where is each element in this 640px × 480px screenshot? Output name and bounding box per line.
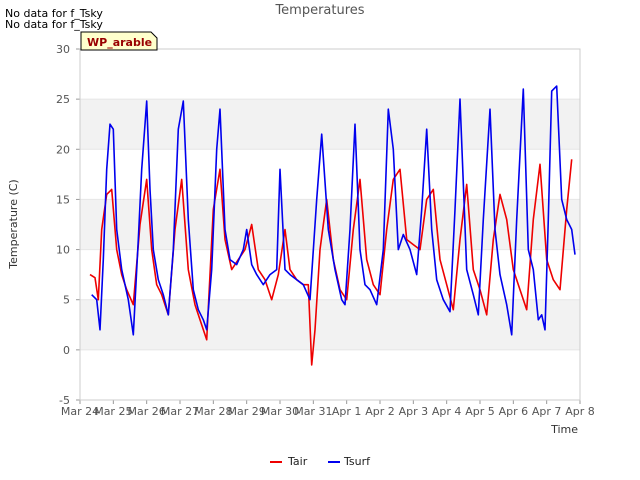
x-tick-label: Apr 1 (332, 405, 362, 418)
y-tick-label: 20 (56, 143, 70, 156)
y-tick-label: 5 (63, 294, 70, 307)
no-data-note-1: No data for f_Tsky (5, 7, 103, 20)
chart-title: Temperatures (274, 3, 364, 18)
series-lines (89, 85, 576, 366)
x-tick-label: Apr 4 (432, 405, 462, 418)
x-tick-label: Apr 5 (465, 405, 495, 418)
no-data-note-2: No data for f_Tsky (5, 18, 103, 31)
grid-band (80, 49, 580, 100)
series-line-tsurf (91, 85, 576, 336)
y-tick-label: -5 (59, 394, 70, 407)
x-tick-label: Apr 3 (399, 405, 429, 418)
x-tick-label: Mar 31 (294, 405, 332, 418)
x-tick-label: Mar 24 (61, 405, 99, 418)
x-tick-label: Mar 27 (161, 405, 199, 418)
grid-band (80, 149, 580, 200)
y-axis: -5 0 5 10 15 20 25 30 (56, 43, 80, 407)
y-tick-label: 0 (63, 344, 70, 357)
series-line-tair (89, 159, 573, 366)
grid-band (80, 299, 580, 350)
y-tick-label: 15 (56, 193, 70, 206)
x-tick-label: Mar 28 (194, 405, 232, 418)
grid-band (80, 99, 580, 150)
x-axis-title: Time (550, 423, 578, 436)
x-tick-label: Apr 7 (532, 405, 562, 418)
legend-label-tair: Tair (287, 455, 308, 468)
x-tick-label: Apr 2 (365, 405, 395, 418)
x-tick-label: Apr 6 (499, 405, 529, 418)
y-tick-label: 10 (56, 244, 70, 257)
x-tick-label: Mar 30 (261, 405, 299, 418)
x-tick-label: Mar 26 (128, 405, 166, 418)
grid-band (80, 349, 580, 400)
legend-label-tsurf: Tsurf (343, 455, 371, 468)
y-axis-title: Temperature (C) (7, 179, 20, 269)
grid-band (80, 249, 580, 300)
x-tick-label: Mar 25 (94, 405, 132, 418)
plot-frame (79, 48, 581, 401)
badge-label: WP_arable (87, 36, 152, 49)
y-tick-label: 30 (56, 43, 70, 56)
y-tick-label: 25 (56, 93, 70, 106)
x-tick-label: Mar 29 (228, 405, 266, 418)
station-badge: WP_arable (80, 31, 158, 51)
x-tick-label: Apr 8 (565, 405, 595, 418)
badge-box (80, 31, 158, 51)
legend: Tair Tsurf (270, 455, 371, 468)
